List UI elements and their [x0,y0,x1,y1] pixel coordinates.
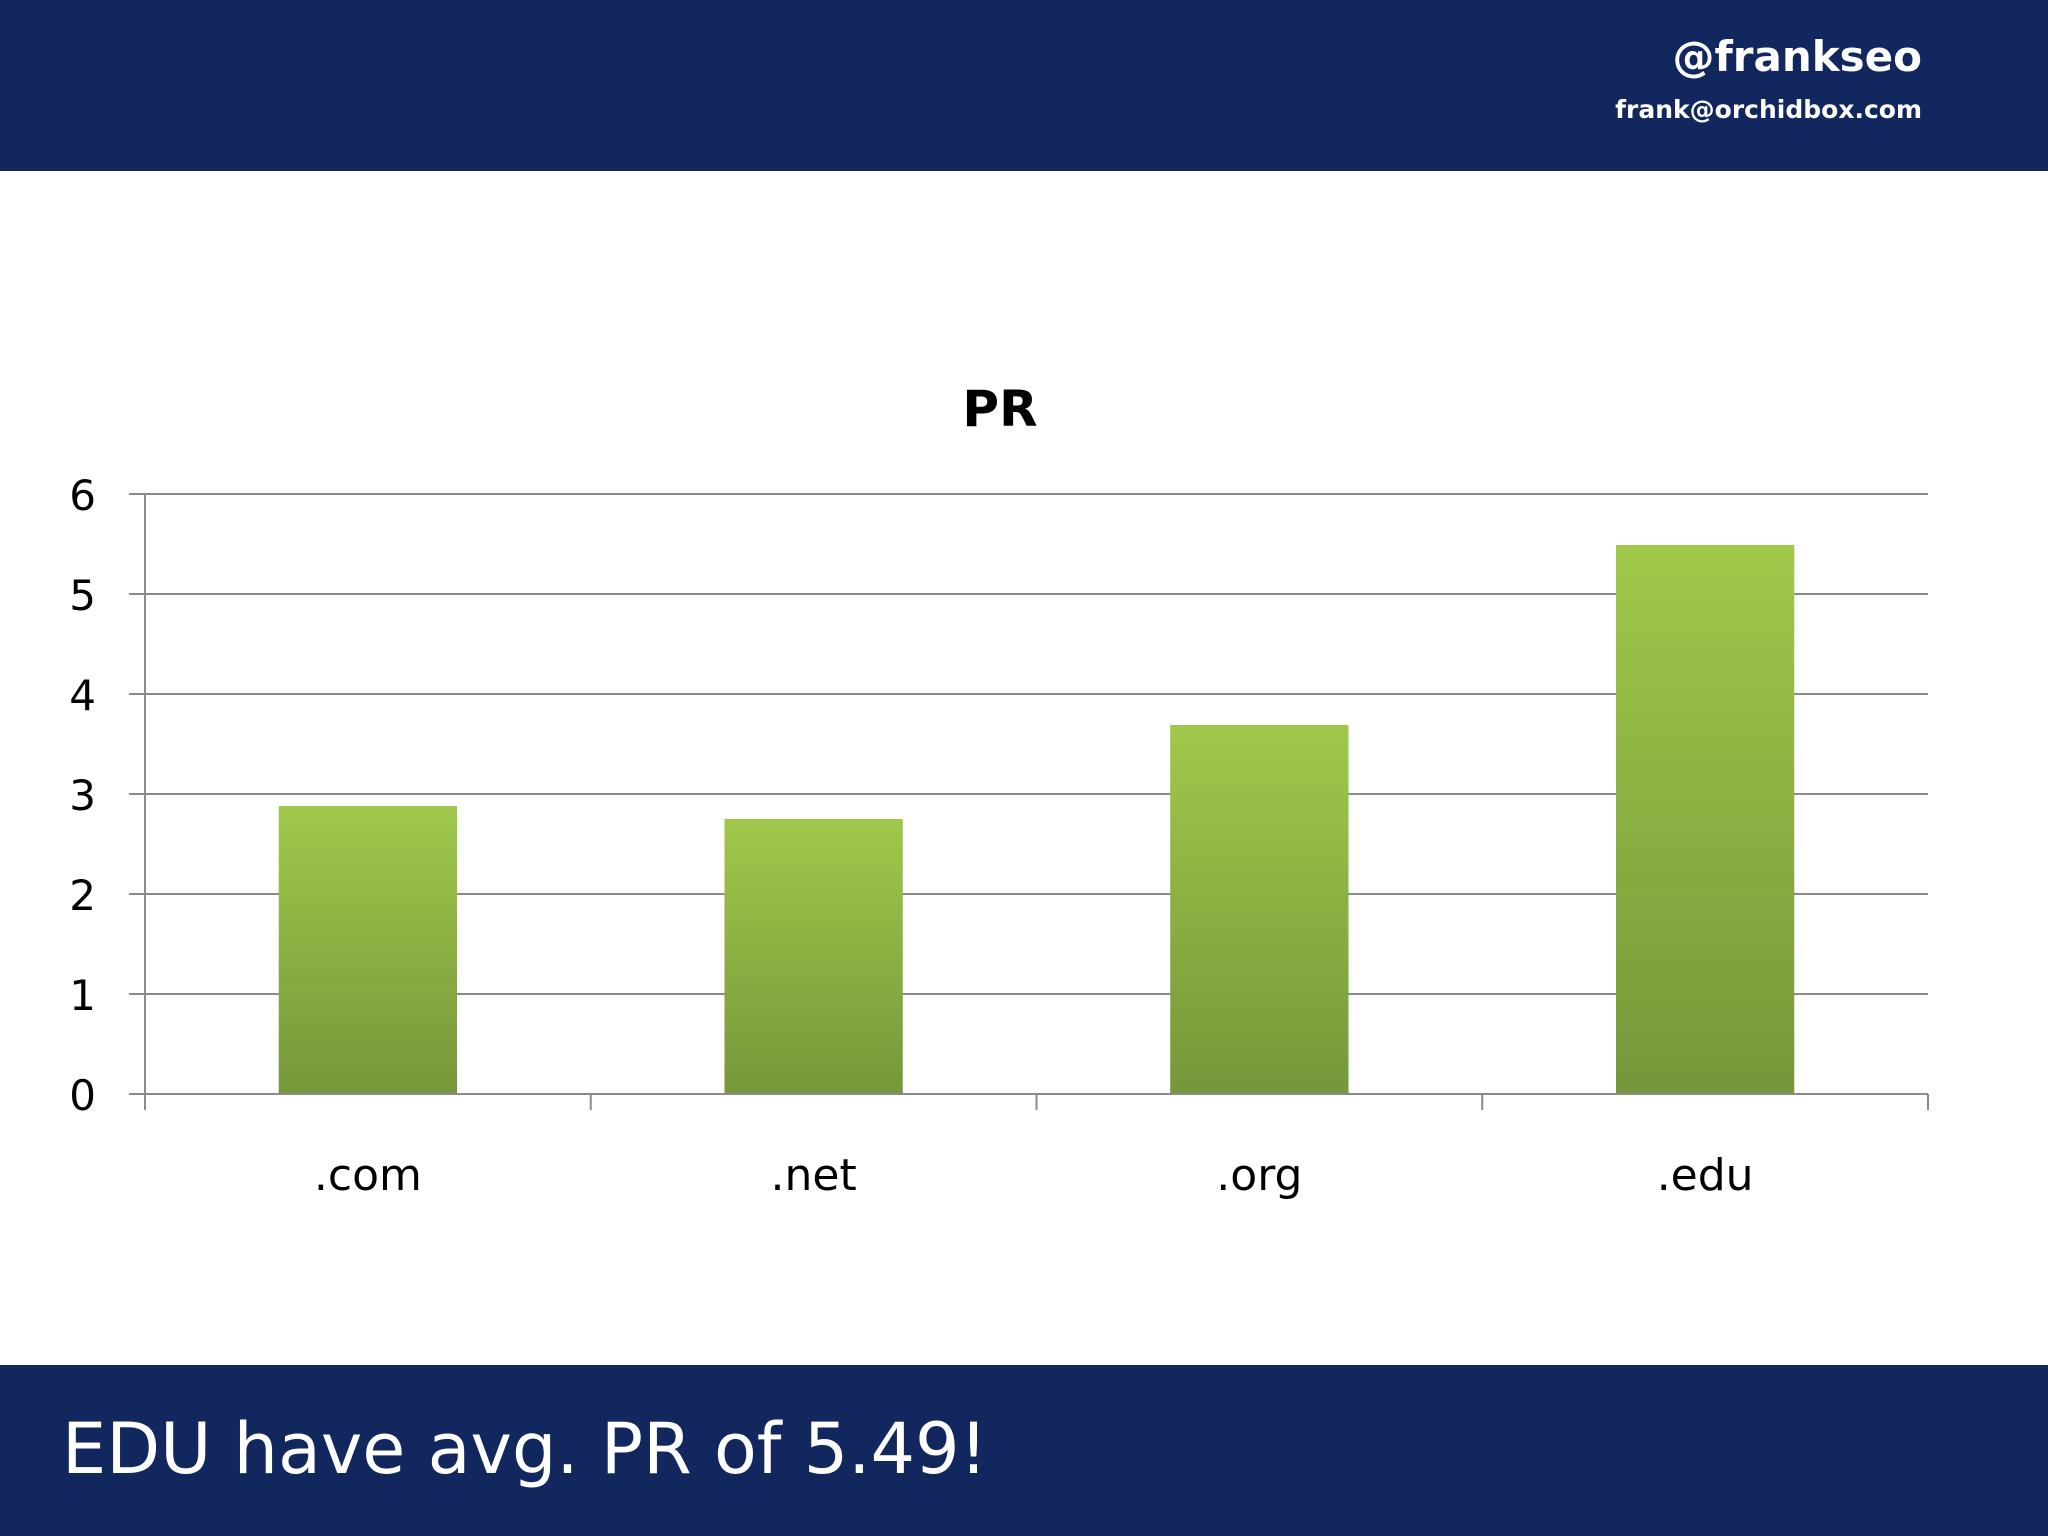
header-banner: @frankseo frank@orchidbox.com [0,0,2048,171]
x-tick-label: .edu [1657,1150,1754,1201]
y-tick-label: 5 [69,571,96,620]
y-tick-label: 3 [69,771,96,820]
x-tick-label: .net [771,1150,857,1201]
y-tick-label: 2 [69,871,96,920]
bars [278,545,1795,1094]
x-tick-label: .com [314,1150,422,1201]
slide-caption: EDU have avg. PR of 5.49! [62,1408,988,1490]
footer-banner [0,1365,2048,1536]
bar-org [1170,725,1349,1094]
axes [129,493,1929,1110]
y-tick-label: 6 [69,471,96,520]
twitter-handle: @frankseo [1672,32,1923,81]
y-tick-label: 1 [69,971,96,1020]
tick-labels: 0 1 2 3 4 5 6 .com .net .org .edu [69,471,1753,1201]
chart-title: PR [962,380,1037,438]
bar-com [278,806,458,1094]
x-tick-label: .org [1216,1150,1302,1201]
y-tick-label: 4 [69,671,96,720]
bar-net [724,819,903,1094]
bar-edu [1615,545,1795,1094]
y-tick-label: 0 [69,1071,96,1120]
contact-email: frank@orchidbox.com [1615,95,1922,124]
